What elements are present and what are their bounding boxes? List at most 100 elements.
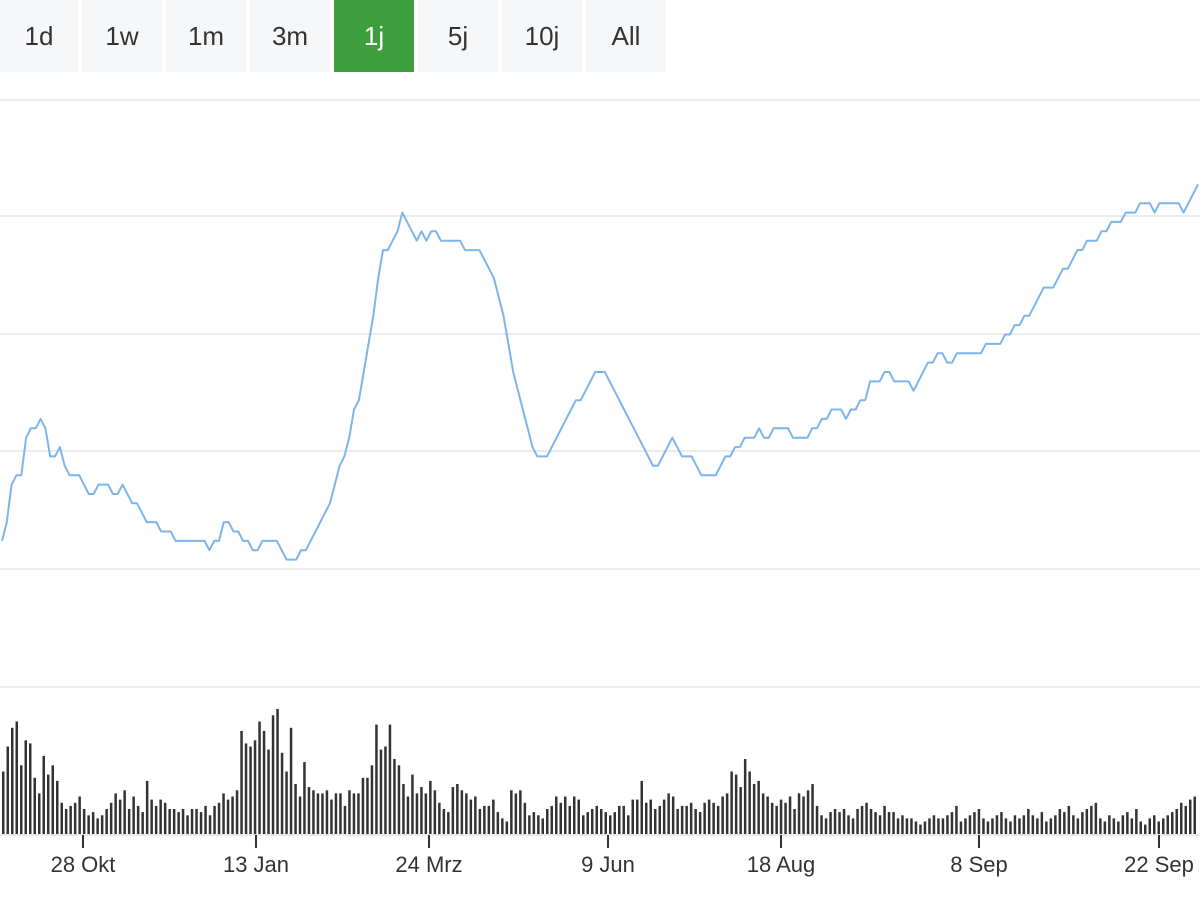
volume-bar <box>181 809 185 834</box>
volume-bar <box>51 765 54 835</box>
volume-bar <box>505 821 509 834</box>
volume-bar <box>824 818 828 834</box>
volume-bar <box>190 809 194 834</box>
volume-bar <box>1180 802 1183 835</box>
volume-bar <box>1063 812 1066 834</box>
volume-bar <box>1103 821 1107 834</box>
volume-bar <box>856 809 859 834</box>
volume-bar <box>829 812 832 834</box>
volume-bar <box>1171 812 1174 834</box>
volume-bar <box>631 799 634 834</box>
volume-bar <box>532 812 536 834</box>
range-selector: 1d 1w 1m 3m 1j 5j 10j All <box>0 0 670 72</box>
volume-bar <box>159 799 162 834</box>
volume-bar <box>307 787 311 834</box>
volume-bar <box>402 784 405 834</box>
x-tick-label: 28 Okt <box>51 852 116 877</box>
volume-bar <box>442 809 446 834</box>
volume-bar <box>577 799 580 834</box>
range-button-all[interactable]: All <box>586 0 666 72</box>
range-button-5j[interactable]: 5j <box>418 0 498 72</box>
x-tick-label: 24 Mrz <box>395 852 462 877</box>
volume-bar <box>1031 815 1035 835</box>
volume-bar <box>546 809 549 834</box>
volume-bar <box>1189 799 1192 834</box>
volume-bar <box>456 784 459 834</box>
volume-bar <box>636 799 639 834</box>
volume-bar <box>168 809 171 834</box>
volume-bar <box>591 809 594 834</box>
volume-bar <box>109 802 113 835</box>
volume-bar <box>977 809 981 834</box>
volume-bar <box>1162 818 1165 834</box>
volume-bar <box>739 787 742 834</box>
range-button-1j[interactable]: 1j <box>334 0 414 72</box>
volume-bar <box>919 824 922 834</box>
volume-bar <box>811 784 814 834</box>
volume-bar <box>752 784 756 834</box>
volume-bar <box>123 790 126 835</box>
volume-bar <box>716 805 720 834</box>
volume-bar <box>29 743 32 834</box>
volume-bar <box>694 809 697 834</box>
volume-bar <box>361 777 365 835</box>
volume-bar <box>20 765 23 835</box>
volume-bar <box>757 780 760 834</box>
x-tick-label: 13 Jan <box>223 852 289 877</box>
volume-bar <box>1022 815 1026 835</box>
volume-bar <box>955 805 958 834</box>
volume-bar <box>838 812 841 834</box>
volume-bar <box>78 796 81 834</box>
volume-bar <box>806 790 810 835</box>
range-button-3m[interactable]: 3m <box>250 0 330 72</box>
volume-bar <box>406 796 410 834</box>
volume-bar <box>186 815 189 835</box>
volume-bar <box>1166 815 1169 835</box>
range-button-1m[interactable]: 1m <box>166 0 246 72</box>
volume-bar <box>1009 821 1012 834</box>
volume-bar <box>226 799 230 834</box>
volume-bar <box>487 805 491 834</box>
volume-bar <box>928 818 931 834</box>
volume-bar <box>348 790 351 835</box>
volume-bar <box>564 796 567 834</box>
volume-bar <box>973 812 976 834</box>
volume-bar <box>725 793 729 834</box>
volume-bar <box>465 793 468 834</box>
volume-bar <box>676 809 679 834</box>
range-button-10j[interactable]: 10j <box>502 0 582 72</box>
volume-bar <box>1013 815 1017 835</box>
volume-bar <box>991 818 994 834</box>
volume-bar <box>1184 805 1187 834</box>
volume-bar <box>721 796 724 834</box>
volume-bar <box>1067 805 1071 834</box>
volume-bar <box>1076 818 1080 834</box>
volume-bar <box>1081 812 1084 834</box>
range-button-1w[interactable]: 1w <box>82 0 162 72</box>
volume-bar <box>730 771 733 834</box>
volume-bar <box>438 802 441 835</box>
volume-bar <box>249 746 252 834</box>
volume-bar <box>1175 809 1178 834</box>
volume-bar <box>483 805 486 834</box>
volume-bar <box>1130 818 1134 834</box>
volume-bar <box>914 821 918 834</box>
volume-bar <box>523 802 527 835</box>
volume-bar <box>105 809 108 834</box>
volume-bar <box>384 746 387 834</box>
volume-bar <box>833 809 837 834</box>
volume-bar <box>1108 815 1111 835</box>
volume-bar <box>860 805 864 834</box>
x-axis: 28 Okt 13 Jan 24 Mrz 9 Jun 18 Aug 8 Sep 22 Sep <box>0 834 1200 877</box>
x-tick-label: 22 Sep <box>1124 852 1194 877</box>
range-button-1d[interactable]: 1d <box>0 0 78 72</box>
volume-bar <box>195 809 198 834</box>
volume-bar <box>968 815 972 835</box>
volume-bar <box>604 812 607 834</box>
volume-bar <box>802 796 805 834</box>
volume-bar <box>923 821 927 834</box>
volume-bar <box>496 812 500 834</box>
volume-bar <box>1121 815 1125 835</box>
volume-bar <box>649 799 652 834</box>
